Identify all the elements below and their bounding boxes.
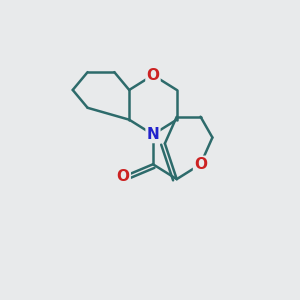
Text: O: O bbox=[146, 68, 160, 82]
Text: O: O bbox=[194, 157, 207, 172]
Text: N: N bbox=[147, 127, 159, 142]
Text: O: O bbox=[117, 169, 130, 184]
